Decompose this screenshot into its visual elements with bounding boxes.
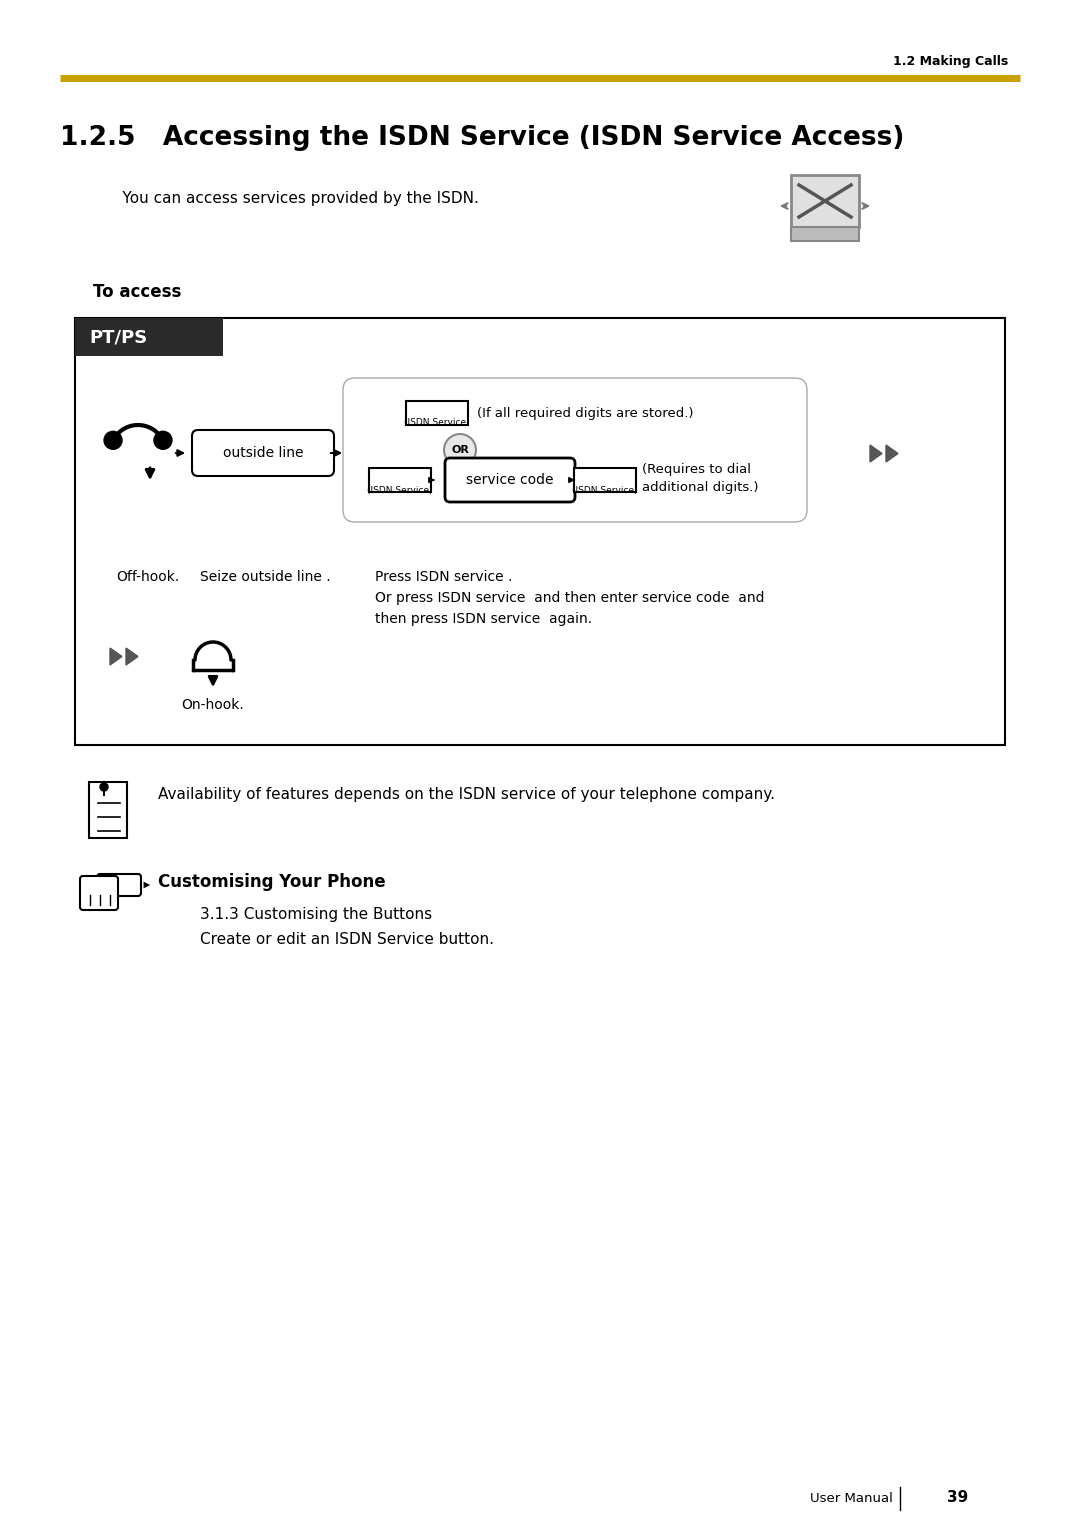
FancyBboxPatch shape [343,377,807,523]
Text: OR: OR [451,445,469,455]
Text: 1.2.5   Accessing the ISDN Service (ISDN Service Access): 1.2.5 Accessing the ISDN Service (ISDN S… [60,125,904,151]
Text: You can access services provided by the ISDN.: You can access services provided by the … [103,191,478,205]
Polygon shape [110,648,122,665]
Circle shape [154,431,172,449]
Text: (ISDN Service): (ISDN Service) [572,486,638,495]
Text: On-hook.: On-hook. [181,698,244,712]
Text: (ISDN Service): (ISDN Service) [404,419,470,428]
FancyBboxPatch shape [791,176,859,228]
FancyBboxPatch shape [75,318,222,356]
Text: Availability of features depends on the ISDN service of your telephone company.: Availability of features depends on the … [158,787,775,802]
FancyBboxPatch shape [445,458,575,503]
Text: (Requires to dial: (Requires to dial [642,463,751,477]
Text: 39: 39 [947,1490,969,1505]
Text: Customising Your Phone: Customising Your Phone [158,872,386,891]
FancyBboxPatch shape [791,228,859,241]
Text: PT/PS: PT/PS [89,329,147,345]
Text: additional digits.): additional digits.) [642,480,758,494]
Text: service code: service code [467,474,554,487]
Text: Off-hook.: Off-hook. [117,570,179,584]
Circle shape [444,434,476,466]
Circle shape [100,782,108,792]
FancyBboxPatch shape [406,400,468,425]
Text: then press ISDN service  again.: then press ISDN service again. [375,613,592,626]
Text: Or press ISDN service  and then enter service code  and: Or press ISDN service and then enter ser… [375,591,765,605]
FancyBboxPatch shape [97,874,141,895]
Circle shape [104,431,122,449]
FancyBboxPatch shape [573,468,636,492]
Text: outside line: outside line [222,446,303,460]
Text: Seize outside line .: Seize outside line . [200,570,330,584]
Text: To access: To access [93,283,181,301]
Polygon shape [870,445,882,461]
Text: (If all required digits are stored.): (If all required digits are stored.) [477,406,693,420]
Polygon shape [126,648,138,665]
Text: 1.2 Making Calls: 1.2 Making Calls [893,55,1008,69]
FancyBboxPatch shape [89,782,127,837]
Text: Create or edit an ISDN Service button.: Create or edit an ISDN Service button. [200,932,494,947]
Polygon shape [886,445,897,461]
Text: User Manual: User Manual [810,1491,893,1505]
Text: 3.1.3 Customising the Buttons: 3.1.3 Customising the Buttons [200,908,432,923]
Text: (ISDN Service): (ISDN Service) [367,486,433,495]
FancyBboxPatch shape [192,429,334,477]
FancyBboxPatch shape [75,318,1005,746]
FancyBboxPatch shape [80,876,118,911]
FancyBboxPatch shape [369,468,431,492]
Text: Press ISDN service .: Press ISDN service . [375,570,512,584]
